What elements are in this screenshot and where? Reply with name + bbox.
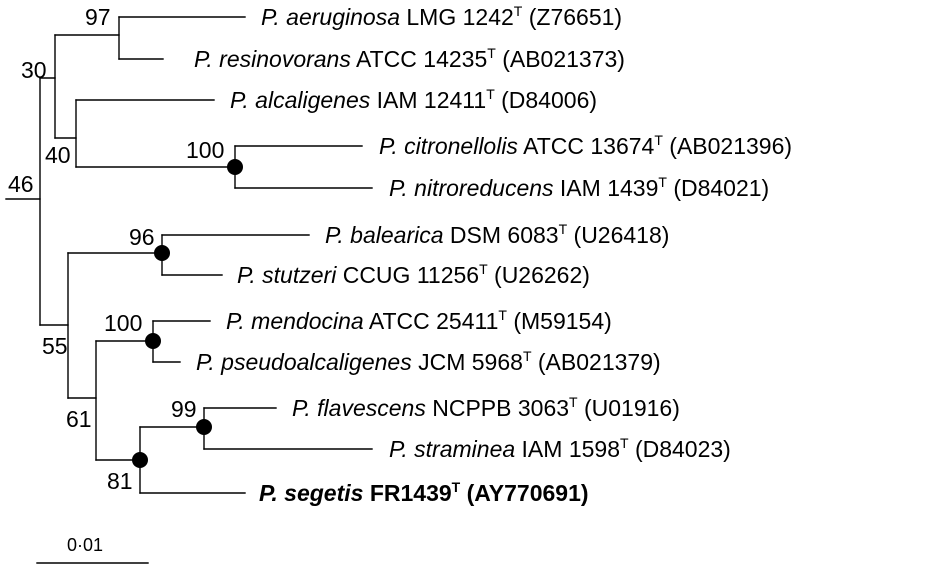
node-marker-mendocina <box>145 333 161 349</box>
taxon-label-balearica: P. balearica DSM 6083T (U26418) <box>325 221 669 248</box>
bootstrap-61: 61 <box>66 406 92 432</box>
taxon-label-nitroreducens: P. nitroreducens IAM 1439T (D84021) <box>389 174 769 201</box>
taxon-label-flavescens: P. flavescens NCPPB 3063T (U01916) <box>292 394 680 421</box>
taxon-label-aeruginosa: P. aeruginosa LMG 1242T (Z76651) <box>261 3 622 30</box>
scale-bar: 0·01 <box>36 535 149 564</box>
bootstrap-100a: 100 <box>186 137 224 163</box>
taxon-label-stutzeri: P. stutzeri CCUG 11256T (U26262) <box>237 261 590 288</box>
taxon-label-mendocina: P. mendocina ATCC 25411T (M59154) <box>226 307 612 334</box>
node-marker-segetis <box>132 452 148 468</box>
node-marker-flavescens <box>196 419 212 435</box>
bootstrap-46: 46 <box>8 171 34 197</box>
taxon-labels: P. aeruginosa LMG 1242T (Z76651) P. resi… <box>194 3 792 506</box>
scale-bar-label: 0·01 <box>67 535 103 555</box>
bootstrap-55: 55 <box>42 333 68 359</box>
bootstrap-99: 99 <box>171 396 197 422</box>
bootstrap-100b: 100 <box>104 310 142 336</box>
bootstrap-40: 40 <box>45 142 71 168</box>
node-marker-balearica <box>154 245 170 261</box>
bootstrap-97: 97 <box>85 4 111 30</box>
supported-node-markers <box>132 159 243 468</box>
bootstrap-81: 81 <box>107 468 133 494</box>
taxon-label-pseudoalcaligenes: P. pseudoalcaligenes JCM 5968T (AB021379… <box>196 348 661 375</box>
bootstrap-30: 30 <box>21 57 47 83</box>
taxon-label-resinovorans: P. resinovorans ATCC 14235T (AB021373) <box>194 45 625 72</box>
taxon-label-straminea: P. straminea IAM 1598T (D84023) <box>389 435 731 462</box>
taxon-label-segetis: P. segetis FR1439T (AY770691) <box>259 479 589 506</box>
bootstrap-96: 96 <box>129 224 155 250</box>
taxon-label-citronellolis: P. citronellolis ATCC 13674T (AB021396) <box>379 132 792 159</box>
taxon-label-alcaligenes: P. alcaligenes IAM 12411T (D84006) <box>230 86 597 113</box>
node-marker-citronellolis <box>227 159 243 175</box>
bootstrap-labels: 97 30 40 100 46 96 55 100 61 99 81 <box>8 4 224 494</box>
